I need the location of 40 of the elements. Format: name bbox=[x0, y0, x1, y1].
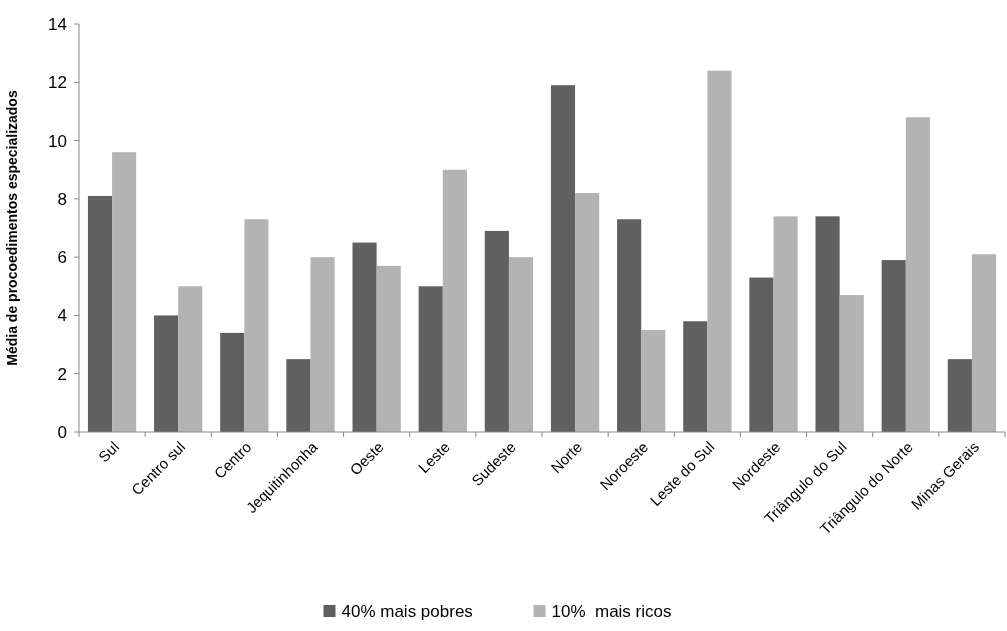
bar bbox=[286, 359, 311, 432]
bar bbox=[508, 257, 534, 432]
y-tick-label: 0 bbox=[57, 422, 67, 442]
bar bbox=[707, 70, 732, 432]
bar bbox=[839, 295, 864, 432]
bar bbox=[550, 85, 576, 432]
bar bbox=[749, 277, 774, 432]
legend-label: 40% mais pobres bbox=[341, 601, 473, 621]
bar bbox=[815, 216, 840, 432]
bar bbox=[87, 195, 113, 432]
bar bbox=[971, 254, 997, 432]
bar bbox=[178, 286, 203, 432]
bar bbox=[244, 219, 269, 432]
legend-label: 10% mais ricos bbox=[551, 601, 672, 621]
y-tick-label: 8 bbox=[57, 189, 67, 209]
bar bbox=[773, 216, 798, 432]
y-tick-label: 4 bbox=[57, 306, 67, 326]
y-tick-label: 6 bbox=[57, 248, 67, 268]
bar bbox=[641, 330, 666, 432]
bar bbox=[418, 286, 443, 432]
y-tick-label: 10 bbox=[48, 131, 67, 151]
y-tick-label: 2 bbox=[57, 364, 67, 384]
y-axis-title: Média de procoedimentos especializados bbox=[4, 90, 20, 366]
bar bbox=[310, 257, 335, 432]
bar bbox=[220, 332, 245, 432]
bar bbox=[352, 242, 377, 432]
bar bbox=[112, 152, 137, 432]
bar bbox=[905, 117, 930, 432]
bar bbox=[881, 260, 906, 432]
bar bbox=[376, 265, 401, 432]
bar bbox=[617, 219, 642, 432]
bar bbox=[947, 359, 972, 432]
bar bbox=[575, 193, 600, 432]
x-tick-label: Sul bbox=[94, 438, 123, 466]
y-tick-label: 12 bbox=[48, 73, 67, 93]
bar bbox=[683, 321, 708, 432]
bar bbox=[484, 230, 509, 432]
bar bbox=[154, 315, 179, 432]
y-tick-label: 14 bbox=[48, 14, 67, 34]
bar bbox=[442, 169, 467, 432]
